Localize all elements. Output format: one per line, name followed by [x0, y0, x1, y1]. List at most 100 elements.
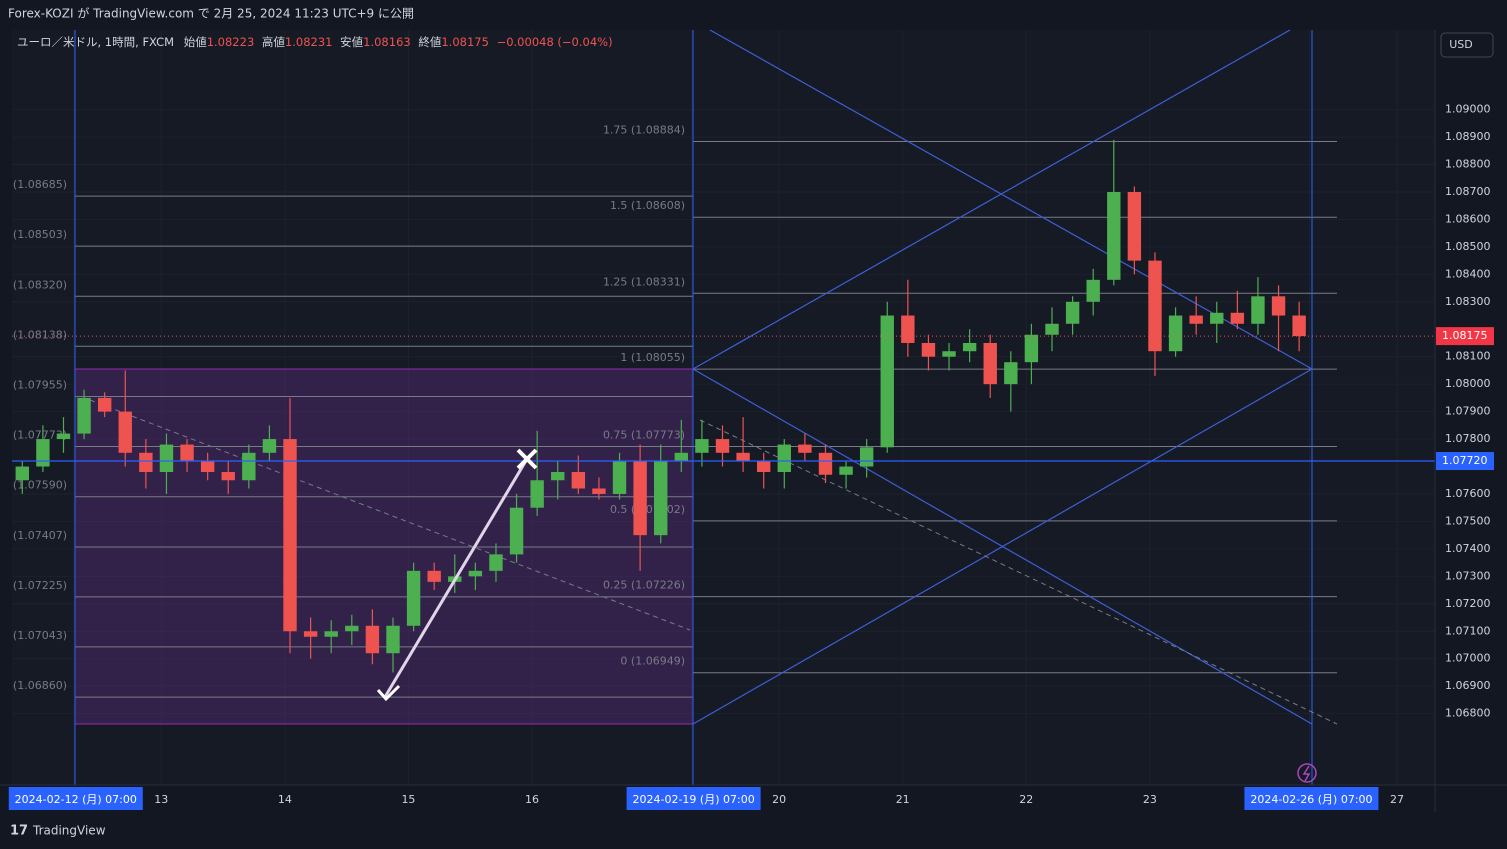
brand-logo: 17 [10, 824, 28, 839]
currency-button[interactable] [1440, 32, 1494, 58]
y-tick-label: 1.08700 [1445, 185, 1491, 198]
candle-body [592, 488, 606, 494]
cross-icon [516, 448, 538, 470]
x-tick-label: 21 [896, 793, 910, 806]
candle-body [77, 397, 91, 434]
y-tick-label: 1.08900 [1445, 130, 1491, 143]
dashed-lines [89, 399, 1338, 725]
fib-label: (1.08320) [13, 278, 67, 291]
x-tick-label: 2024-02-12 (月) 07:00 [15, 793, 137, 806]
y-tick-label: 1.07800 [1445, 432, 1491, 445]
fib-label: (1.07225) [13, 579, 67, 592]
y-tick-label: 1.08300 [1445, 295, 1491, 308]
alert-icon[interactable] [1297, 763, 1317, 783]
fib-label: 1.25 (1.08331) [603, 275, 685, 288]
horizontal-line-label: 1.07720 [1442, 454, 1488, 467]
fib-label: 0.5 (1.07502) [610, 503, 685, 516]
fib-label: (1.07407) [13, 529, 67, 542]
candle-body [242, 452, 256, 481]
candle-body [1086, 279, 1100, 302]
candle-body [345, 625, 359, 632]
y-tick-label: 1.07600 [1445, 487, 1491, 500]
candle-body [921, 342, 936, 357]
candle-body [406, 570, 421, 626]
candle-body [509, 507, 524, 555]
candle-body [36, 439, 50, 467]
candle-body [777, 444, 791, 473]
candle-body [798, 444, 812, 453]
candle-body [221, 472, 235, 481]
candle-body [200, 461, 215, 473]
candle-body [1127, 191, 1142, 261]
candle-body [756, 461, 771, 473]
x-tick-highlight [626, 787, 761, 810]
candle-body [962, 342, 977, 352]
candle-body [571, 472, 586, 489]
candle-body [283, 439, 297, 632]
candle-body [180, 444, 194, 462]
time-markers [74, 30, 1313, 785]
x-tick-label: 16 [525, 793, 539, 806]
candle-body [1024, 334, 1039, 363]
currency-label: USD [1449, 38, 1473, 51]
fib-label: (1.08503) [13, 228, 67, 241]
fib-label: 0.25 (1.07226) [603, 579, 685, 592]
candle-body [1107, 191, 1121, 280]
x-tick-label: 13 [154, 793, 168, 806]
diagonal [692, 29, 1291, 370]
symbol: ユーロ／米ドル, 1時間, FXCM [17, 35, 174, 49]
candle-body [1148, 260, 1162, 352]
candle-body [736, 452, 750, 462]
candle-body [1004, 362, 1018, 385]
y-tick-label: 1.07900 [1445, 405, 1491, 418]
fib-label: (1.07043) [13, 629, 67, 642]
candle-body [489, 554, 503, 571]
candle-body [695, 439, 709, 453]
candle-body [386, 625, 400, 654]
y-tick-label: 1.07000 [1445, 652, 1491, 665]
low-label: 安値 [340, 35, 363, 49]
fib-label: (1.07955) [13, 379, 67, 392]
y-tick-label: 1.07400 [1445, 542, 1491, 555]
x-tick-label: 2024-02-19 (月) 07:00 [633, 793, 755, 806]
high-value: 1.08231 [285, 35, 333, 49]
diagonal [709, 29, 1313, 370]
fib-label: (1.08685) [13, 178, 67, 191]
candle-body [1065, 301, 1080, 324]
open-label: 始値 [184, 35, 207, 49]
candle-body [365, 625, 380, 654]
x-tick-highlight [8, 787, 143, 810]
dashed-line [699, 419, 1338, 725]
candle-body [97, 397, 112, 412]
candle-body [612, 461, 627, 494]
zigzag [376, 448, 538, 702]
fib-label: 0 (1.06949) [620, 655, 685, 668]
candle-body [468, 570, 483, 577]
alert-bolt [1302, 765, 1311, 782]
candle-body [56, 433, 71, 440]
candle-body [303, 631, 318, 637]
candle-body [859, 447, 874, 467]
candle-body [1168, 315, 1183, 352]
brand: TradingView [32, 824, 106, 838]
published-text: Forex-KOZI が TradingView.com で 2月 25, 20… [8, 6, 414, 21]
x-tick-label: 15 [401, 793, 415, 806]
candle-body [1210, 312, 1224, 324]
y-tick-label: 1.09000 [1445, 103, 1491, 116]
x-tick-highlight [1244, 787, 1379, 810]
candle-body [654, 461, 668, 536]
candle-body [530, 480, 544, 508]
candle-body [983, 342, 997, 385]
fib-label: 1 (1.08055) [620, 351, 685, 364]
candle-body [139, 452, 153, 473]
candle-body [880, 315, 894, 448]
fib-label: (1.08138) [13, 328, 67, 341]
fib-label: 1.5 (1.08608) [610, 199, 685, 212]
fib-label: 0.75 (1.07773) [603, 428, 685, 441]
x-tick-label: 23 [1143, 793, 1157, 806]
y-tick-label: 1.07300 [1445, 569, 1491, 582]
candle-body [901, 315, 915, 343]
candle-body [1292, 315, 1306, 337]
candle-body [551, 472, 565, 481]
